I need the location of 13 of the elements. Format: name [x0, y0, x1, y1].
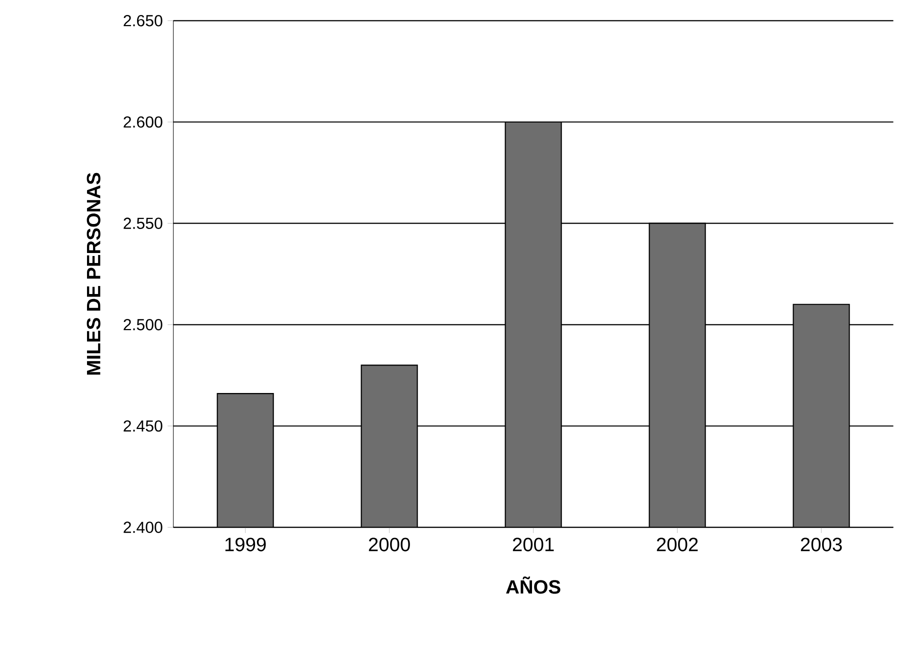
x-tick-label: 2003 — [800, 538, 842, 552]
y-tick-label: 2.450 — [124, 420, 162, 432]
y-tick-label: 2.400 — [124, 522, 162, 533]
y-tick-label: 2.550 — [124, 218, 162, 229]
y-tick-label: 2.650 — [124, 15, 162, 26]
x-tick-label: 2002 — [656, 538, 698, 552]
y-axis-title: MILES DE PERSONAS — [86, 172, 100, 375]
y-tick-label: 2.500 — [124, 319, 162, 330]
x-tick-label: 2001 — [512, 538, 554, 552]
x-tick-label: 2000 — [368, 538, 410, 552]
x-axis-title: AÑOS — [506, 576, 560, 594]
x-tick-label: 1999 — [225, 538, 266, 552]
y-tick-label: 2.600 — [124, 116, 162, 128]
